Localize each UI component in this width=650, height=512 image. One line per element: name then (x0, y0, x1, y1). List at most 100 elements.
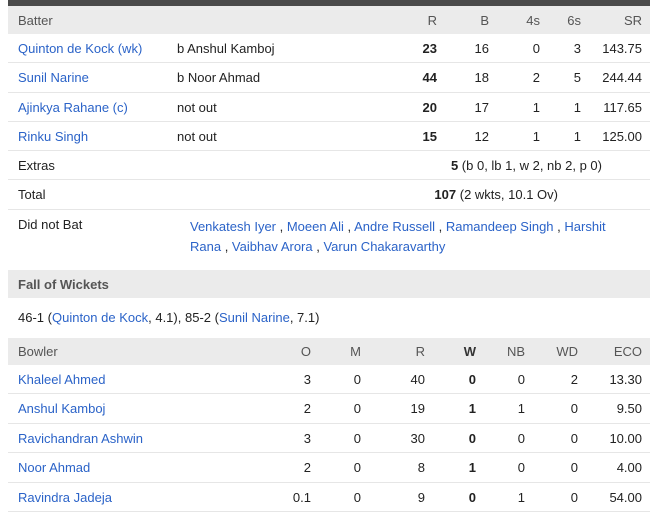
batter-sixes: 1 (573, 128, 581, 144)
fow-player-link[interactable]: Sunil Narine (218, 310, 290, 325)
paren: ( (211, 310, 219, 325)
bowler-r: 8 (417, 460, 425, 476)
batter-row: Rinku Singh not out 15 12 1 1 125.00 (8, 122, 650, 152)
header-sr: SR (623, 13, 642, 28)
batter-sr: 244.44 (602, 70, 642, 86)
extras-value: 5 (b 0, lb 1, w 2, nb 2, p 0) (451, 158, 602, 173)
fall-of-wickets-list: 46-1 (Quinton de Kock, 4.1), 85-2 (Sunil… (18, 310, 319, 325)
total-detail: (2 wkts, 10.1 Ov) (456, 187, 558, 202)
did-not-bat-player-link[interactable]: Moeen Ali (286, 219, 344, 234)
bowler-o: 2 (303, 460, 311, 476)
bowler-w: 1 (468, 401, 476, 417)
header-sixes: 6s (567, 13, 581, 28)
batter-sixes: 3 (573, 41, 581, 56)
separator: , (553, 219, 565, 234)
bowler-m: 0 (353, 372, 361, 387)
total-label: Total (18, 187, 46, 202)
bowler-w: 1 (468, 460, 476, 476)
bowler-m: 0 (353, 401, 361, 417)
bowler-eco: 13.30 (609, 372, 642, 387)
dismissal: b Anshul Kamboj (177, 41, 275, 56)
did-not-bat-list: Venkatesh Iyer , Moeen Ali , Andre Russe… (190, 217, 630, 257)
bowler-w: 0 (468, 430, 476, 446)
header-r: R (415, 344, 425, 359)
extras-row: Extras 5 (b 0, lb 1, w 2, nb 2, p 0) (8, 151, 650, 180)
bowler-name-link[interactable]: Noor Ahmad (18, 460, 91, 476)
did-not-bat-player-link[interactable]: Andre Russell (354, 219, 435, 234)
bowler-m: 0 (353, 430, 361, 446)
bowler-nb: 1 (517, 489, 525, 505)
total-value: 107 (2 wkts, 10.1 Ov) (434, 187, 558, 202)
did-not-bat-player-link[interactable]: Vaibhav Arora (231, 239, 313, 254)
batter-r: 23 (422, 41, 437, 56)
batter-sixes: 1 (573, 99, 581, 115)
total-runs: 107 (434, 187, 457, 202)
did-not-bat-player-link[interactable]: Ramandeep Singh (445, 219, 554, 234)
header-b: B (480, 13, 489, 28)
extras-detail: (b 0, lb 1, w 2, nb 2, p 0) (458, 158, 602, 173)
separator: , (343, 219, 355, 234)
dismissal: b Noor Ahmad (177, 70, 261, 86)
did-not-bat-player-link[interactable]: Venkatesh Iyer (190, 219, 276, 234)
batter-b: 17 (474, 99, 489, 115)
bowler-nb: 0 (517, 430, 525, 446)
bowler-row: Ravindra Jadeja 0.1 0 9 0 1 0 54.00 (8, 483, 650, 512)
bowler-name-link[interactable]: Ravichandran Ashwin (18, 430, 144, 446)
bowler-w: 0 (468, 372, 476, 387)
bowling-header: Bowler O M R W NB WD ECO (8, 338, 650, 365)
bowler-eco: 4.00 (616, 460, 642, 476)
batter-name-link[interactable]: Sunil Narine (18, 70, 89, 86)
fall-of-wickets-row: 46-1 (Quinton de Kock, 4.1), 85-2 (Sunil… (8, 298, 650, 338)
batter-row: Quinton de Kock (wk) b Anshul Kamboj 23 16 0… (8, 34, 650, 64)
header-eco: ECO (613, 344, 642, 359)
header-m: M (350, 344, 361, 359)
batter-sr: 117.65 (603, 99, 642, 115)
bowler-wd: 0 (570, 430, 578, 446)
fow-player-link[interactable]: Quinton de Kock (51, 310, 149, 325)
did-not-bat-player-link[interactable]: Harshit Rana (190, 219, 606, 254)
batter-r: 15 (422, 128, 437, 144)
header-nb: NB (506, 344, 525, 359)
batter-name-link[interactable]: Rinku Singh (18, 128, 89, 144)
bowler-name-link[interactable]: Ravindra Jadeja (18, 489, 112, 505)
bowler-o: 3 (303, 430, 311, 446)
batter-name-link[interactable]: Quinton de Kock (wk) (18, 41, 143, 56)
batter-fours: 2 (532, 70, 540, 86)
batter-fours: 1 (532, 128, 540, 144)
header-r: R (427, 13, 437, 28)
bowler-row: Anshul Kamboj 2 0 19 1 1 0 9.50 (8, 394, 650, 424)
extras-total: 5 (450, 158, 459, 173)
bowler-name-link[interactable]: Khaleel Ahmed (18, 372, 106, 387)
batter-sr: 125.00 (602, 128, 642, 144)
fow-over: 4.1 (155, 310, 174, 325)
did-not-bat-row: Did not Bat Venkatesh Iyer , Moeen Ali , … (8, 210, 650, 268)
batter-fours: 1 (532, 99, 540, 115)
bowler-name-link[interactable]: Anshul Kamboj (18, 401, 106, 417)
bowler-nb: 0 (517, 372, 525, 387)
bowler-row: Noor Ahmad 2 0 8 1 0 0 4.00 (8, 453, 650, 483)
bowler-w: 0 (468, 489, 476, 505)
paren: ) (173, 310, 178, 325)
bowler-eco: 10.00 (609, 430, 642, 446)
comma: , (148, 310, 156, 325)
bowler-row: Ravichandran Ashwin 3 0 30 0 0 0 10.00 (8, 424, 650, 454)
comma: , (289, 310, 298, 325)
batter-name-link[interactable]: Ajinkya Rahane (c) (18, 99, 128, 115)
separator: , (435, 219, 446, 234)
extras-label: Extras (18, 158, 55, 173)
fow-over: 7.1 (297, 310, 316, 325)
fow-score: 85-2 (185, 310, 212, 325)
bowler-r: 30 (410, 430, 425, 446)
header-wd: WD (556, 344, 578, 359)
separator: , (276, 219, 287, 234)
batter-row: Ajinkya Rahane (c) not out 20 17 1 1 117.65 (8, 93, 650, 122)
bowler-r: 40 (410, 372, 425, 387)
bowler-o: 0.1 (292, 489, 311, 505)
bowler-r: 9 (417, 489, 425, 505)
dismissal: not out (177, 99, 217, 115)
batter-fours: 0 (532, 41, 540, 56)
bowler-o: 2 (303, 401, 311, 417)
fall-of-wickets-title: Fall of Wickets (18, 277, 109, 292)
did-not-bat-player-link[interactable]: Varun Chakaravarthy (323, 239, 446, 254)
batter-b: 16 (474, 41, 489, 56)
